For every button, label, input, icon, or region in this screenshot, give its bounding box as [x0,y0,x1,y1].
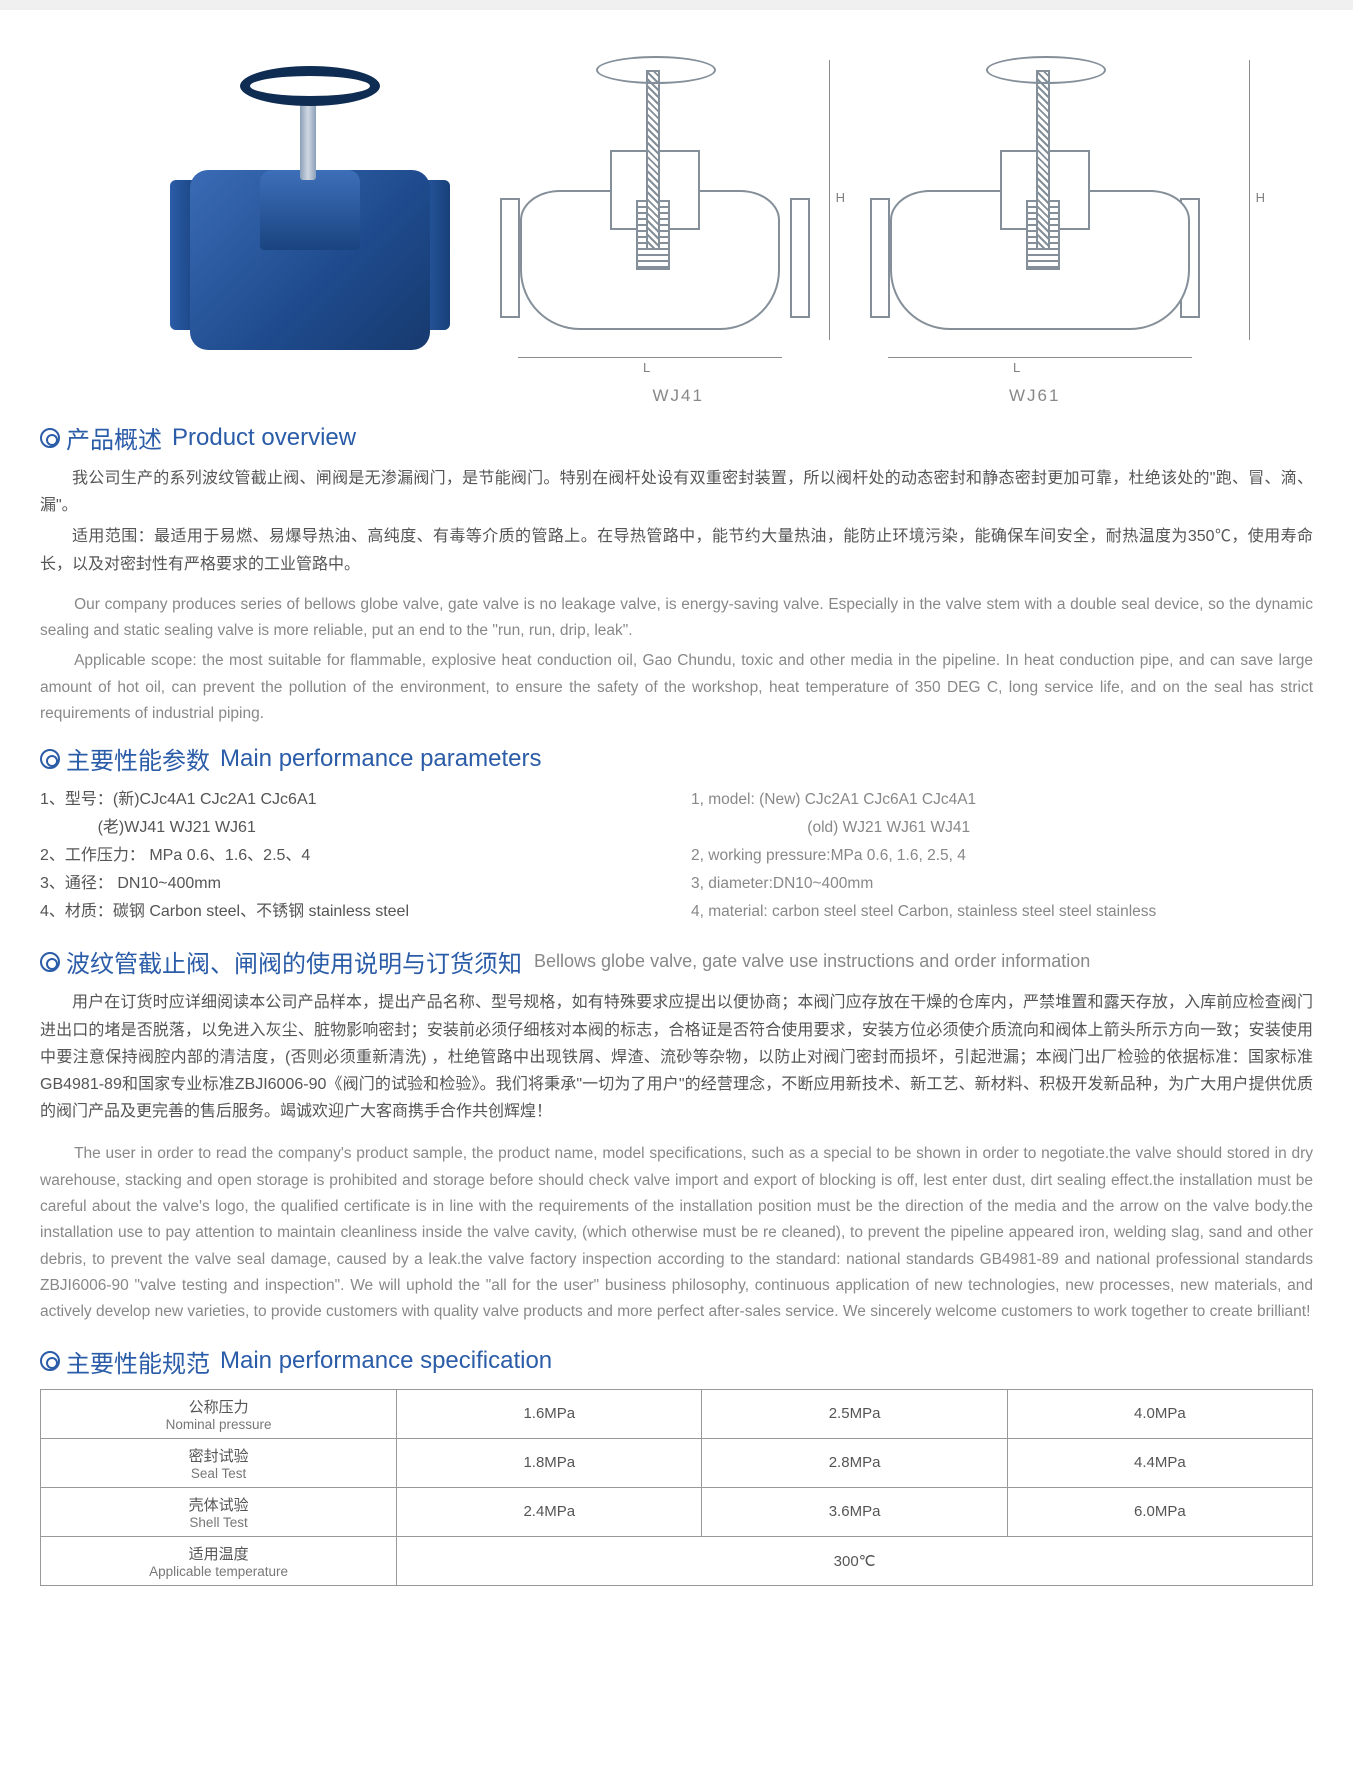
param-en-3: 3, diameter:DN10~400mm [691,870,1313,898]
overview-cn-p2: 适用范围：最适用于易燃、易爆导热油、高纯度、有毒等介质的管路上。在导热管路中，能… [40,523,1313,577]
bullet-icon [40,428,60,448]
overview-en-p1: Our company produces series of bellows g… [40,592,1313,645]
cell: 3.6MPa [702,1487,1007,1536]
heading-spec-cn: 主要性能规范 [66,1344,210,1379]
overview-cn-p1: 我公司生产的系列波纹管截止阀、闸阀是无渗漏阀门，是节能阀门。特别在阀杆处设有双重… [40,465,1313,519]
heading-overview: 产品概述 Product overview [40,420,1313,455]
product-photo [170,60,450,370]
table-row: 密封试验 Seal Test 1.8MPa 2.8MPa 4.4MPa [41,1438,1313,1487]
cell: 6.0MPa [1007,1487,1312,1536]
overview-en-p2: Applicable scope: the most suitable for … [40,648,1313,727]
cell: 2.8MPa [702,1438,1007,1487]
heading-overview-en: Product overview [172,424,356,452]
row-head: 公称压力 Nominal pressure [41,1389,397,1438]
top-bar [0,0,1353,10]
heading-params-en: Main performance parameters [220,745,541,773]
param-cn-2: 2、工作压力： MPa 0.6、1.6、2.5、4 [40,842,651,870]
bullet-icon [40,952,60,972]
rh-cn: 壳体试验 [51,1494,386,1515]
heading-instructions: 波纹管截止阀、闸阀的使用说明与订货须知 Bellows globe valve,… [40,944,1313,979]
instructions-en: The user in order to read the company's … [40,1141,1313,1325]
param-cn-4: 4、材质：碳钢 Carbon steel、不锈钢 stainless steel [40,898,651,926]
rh-cn: 公称压力 [51,1396,386,1417]
diagram-labels: WJ41 WJ61 [40,386,1313,406]
cell: 2.4MPa [397,1487,702,1536]
params-en: 1, model: (New) CJc2A1 CJc6A1 CJc4A1 (ol… [691,786,1313,926]
heading-spec: 主要性能规范 Main performance specification [40,1344,1313,1379]
cell: 4.4MPa [1007,1438,1312,1487]
spec-table: 公称压力 Nominal pressure 1.6MPa 2.5MPa 4.0M… [40,1389,1313,1586]
row-head: 壳体试验 Shell Test [41,1487,397,1536]
bullet-icon [40,1351,60,1371]
diagram-wj41 [490,50,820,370]
rh-en: Seal Test [51,1466,386,1481]
heading-params-cn: 主要性能参数 [66,741,210,776]
heading-spec-en: Main performance specification [220,1347,552,1375]
heading-instr-cn: 波纹管截止阀、闸阀的使用说明与订货须知 [66,944,522,979]
param-en-2: 2, working pressure:MPa 0.6, 1.6, 2.5, 4 [691,842,1313,870]
rh-cn: 适用温度 [51,1543,386,1564]
label-wj61: WJ61 [1009,386,1060,406]
heading-params: 主要性能参数 Main performance parameters [40,741,1313,776]
rh-cn: 密封试验 [51,1445,386,1466]
param-en-1: 1, model: (New) CJc2A1 CJc6A1 CJc4A1 [691,786,1313,814]
param-cn-1: 1、型号：(新)CJc4A1 CJc2A1 CJc6A1 [40,786,651,814]
heading-overview-cn: 产品概述 [66,420,162,455]
params-cn: 1、型号：(新)CJc4A1 CJc2A1 CJc6A1 (老)WJ41 WJ2… [40,786,651,926]
page-content: WJ41 WJ61 产品概述 Product overview 我公司生产的系列… [0,10,1353,1626]
label-wj41: WJ41 [653,386,704,406]
param-en-1b: (old) WJ21 WJ61 WJ41 [807,814,1313,842]
diagram-wj61 [860,50,1240,370]
table-row: 壳体试验 Shell Test 2.4MPa 3.6MPa 6.0MPa [41,1487,1313,1536]
cell: 4.0MPa [1007,1389,1312,1438]
cell: 1.6MPa [397,1389,702,1438]
param-en-4: 4, material: carbon steel steel Carbon, … [691,898,1313,926]
cell: 2.5MPa [702,1389,1007,1438]
table-row: 适用温度 Applicable temperature 300℃ [41,1536,1313,1585]
cell: 1.8MPa [397,1438,702,1487]
instructions-cn: 用户在订货时应详细阅读本公司产品样本，提出产品名称、型号规格，如有特殊要求应提出… [40,989,1313,1125]
row-head: 适用温度 Applicable temperature [41,1536,397,1585]
bullet-icon [40,749,60,769]
param-cn-3: 3、通径： DN10~400mm [40,870,651,898]
cell-merged: 300℃ [397,1536,1313,1585]
heading-instr-en: Bellows globe valve, gate valve use inst… [534,951,1090,972]
row-head: 密封试验 Seal Test [41,1438,397,1487]
param-cn-1b: (老)WJ41 WJ21 WJ61 [98,814,651,842]
table-row: 公称压力 Nominal pressure 1.6MPa 2.5MPa 4.0M… [41,1389,1313,1438]
rh-en: Nominal pressure [51,1417,386,1432]
rh-en: Shell Test [51,1515,386,1530]
params-columns: 1、型号：(新)CJc4A1 CJc2A1 CJc6A1 (老)WJ41 WJ2… [40,786,1313,926]
rh-en: Applicable temperature [51,1564,386,1579]
image-row [40,40,1313,380]
